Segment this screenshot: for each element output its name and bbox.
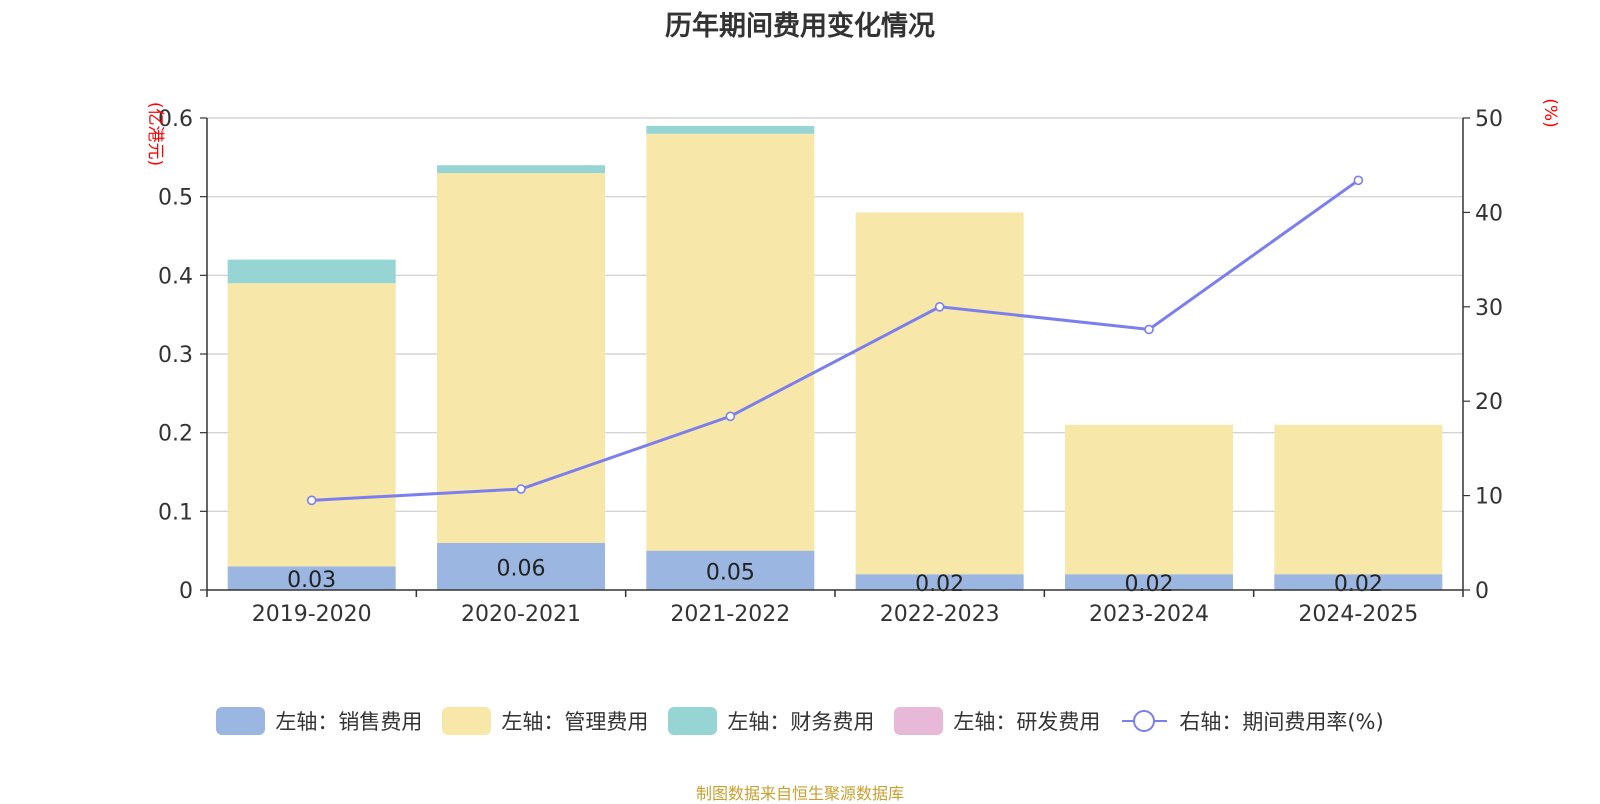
bar-sales-2020-2021	[437, 542, 605, 590]
x-axis-tick-label: 2022-2023	[880, 602, 1000, 627]
bar-admin-2019-2020	[227, 283, 396, 567]
right-axis-tick-label: 20	[1475, 390, 1503, 415]
legend-line-marker-icon	[1122, 710, 1168, 732]
rate-point-2023-2024	[1144, 324, 1154, 335]
rate-point-2024-2025	[1353, 175, 1364, 186]
left-axis-tick-label: 0	[179, 579, 193, 604]
bar-admin-2023-2024	[1065, 424, 1233, 575]
rate-line	[311, 179, 1360, 502]
legend-label: 左轴：研发费用	[953, 710, 1101, 734]
x-axis-tick-label: 2023-2024	[1089, 602, 1209, 627]
left-axis-tick-label: 0.1	[158, 500, 193, 525]
bar-data-label: 0.03	[287, 568, 336, 593]
bar-admin-2021-2022	[646, 133, 815, 551]
legend: 左轴：销售费用 左轴：管理费用 左轴：财务费用 左轴：研发费用 右轴：期间费用率(%)	[0, 706, 1600, 736]
legend-item[interactable]: 左轴：财务费用	[668, 706, 874, 736]
bar-finance-2019-2020	[227, 259, 396, 284]
x-axis-tick-label: 2021-2022	[670, 602, 790, 627]
rate-point-2019-2020	[306, 495, 317, 506]
bar-data-label: 0.06	[497, 556, 546, 581]
bar-admin-2024-2025	[1274, 424, 1443, 575]
left-axis-tick-label: 0.6	[158, 107, 193, 132]
bar-admin-2022-2023	[855, 212, 1024, 575]
right-axis-tick-label: 40	[1475, 201, 1503, 226]
chart-title: 历年期间费用变化情况	[665, 11, 935, 42]
bar-sales-2022-2023	[855, 574, 1024, 590]
bar-data-label: 0.02	[915, 572, 964, 597]
rate-point-2020-2021	[516, 484, 526, 494]
bar-sales-2021-2022	[646, 550, 815, 590]
left-axis-tick-label: 0.2	[158, 422, 193, 447]
right-axis-tick-label: 10	[1475, 485, 1503, 510]
left-axis-tick-label: 0.5	[158, 186, 193, 211]
legend-label: 右轴：期间费用率(%)	[1179, 710, 1384, 734]
x-axis-tick-label: 2019-2020	[252, 602, 372, 627]
bar-sales-2023-2024	[1065, 574, 1233, 590]
legend-label: 左轴：销售费用	[275, 710, 423, 734]
x-axis-tick-label: 2020-2021	[461, 602, 581, 627]
rate-point-2021-2022	[725, 411, 736, 422]
legend-swatch	[442, 707, 492, 735]
legend-item[interactable]: 左轴：研发费用	[894, 706, 1100, 736]
bar-sales-2024-2025	[1274, 574, 1443, 590]
legend-swatch	[894, 707, 944, 735]
bar-finance-2020-2021	[437, 165, 605, 174]
bar-admin-2020-2021	[437, 173, 605, 543]
bar-data-label: 0.02	[1125, 572, 1174, 597]
legend-swatch	[216, 707, 266, 735]
legend-item[interactable]: 右轴：期间费用率(%)	[1120, 706, 1384, 736]
legend-swatch	[668, 707, 718, 735]
legend-item[interactable]: 左轴：管理费用	[442, 706, 648, 736]
bar-sales-2019-2020	[227, 566, 396, 590]
source-note: 制图数据来自恒生聚源数据库	[695, 784, 904, 803]
left-axis-tick-label: 0.4	[158, 264, 193, 289]
x-axis-tick-label: 2024-2025	[1298, 602, 1418, 627]
bar-finance-2021-2022	[646, 125, 815, 134]
legend-label: 左轴：管理费用	[501, 710, 649, 734]
left-axis-unit-label: (亿港元)	[145, 102, 165, 166]
bar-data-label: 0.05	[706, 560, 755, 585]
legend-item[interactable]: 左轴：销售费用	[216, 706, 422, 736]
right-axis-tick-label: 0	[1475, 579, 1489, 604]
right-axis-tick-label: 50	[1475, 107, 1503, 132]
legend-label: 左轴：财务费用	[727, 710, 875, 734]
right-axis-unit-label: (%)	[1540, 98, 1560, 127]
rate-point-2022-2023	[934, 301, 945, 312]
left-axis-tick-label: 0.3	[158, 343, 193, 368]
right-axis-tick-label: 30	[1475, 296, 1503, 321]
bar-data-label: 0.02	[1334, 572, 1383, 597]
